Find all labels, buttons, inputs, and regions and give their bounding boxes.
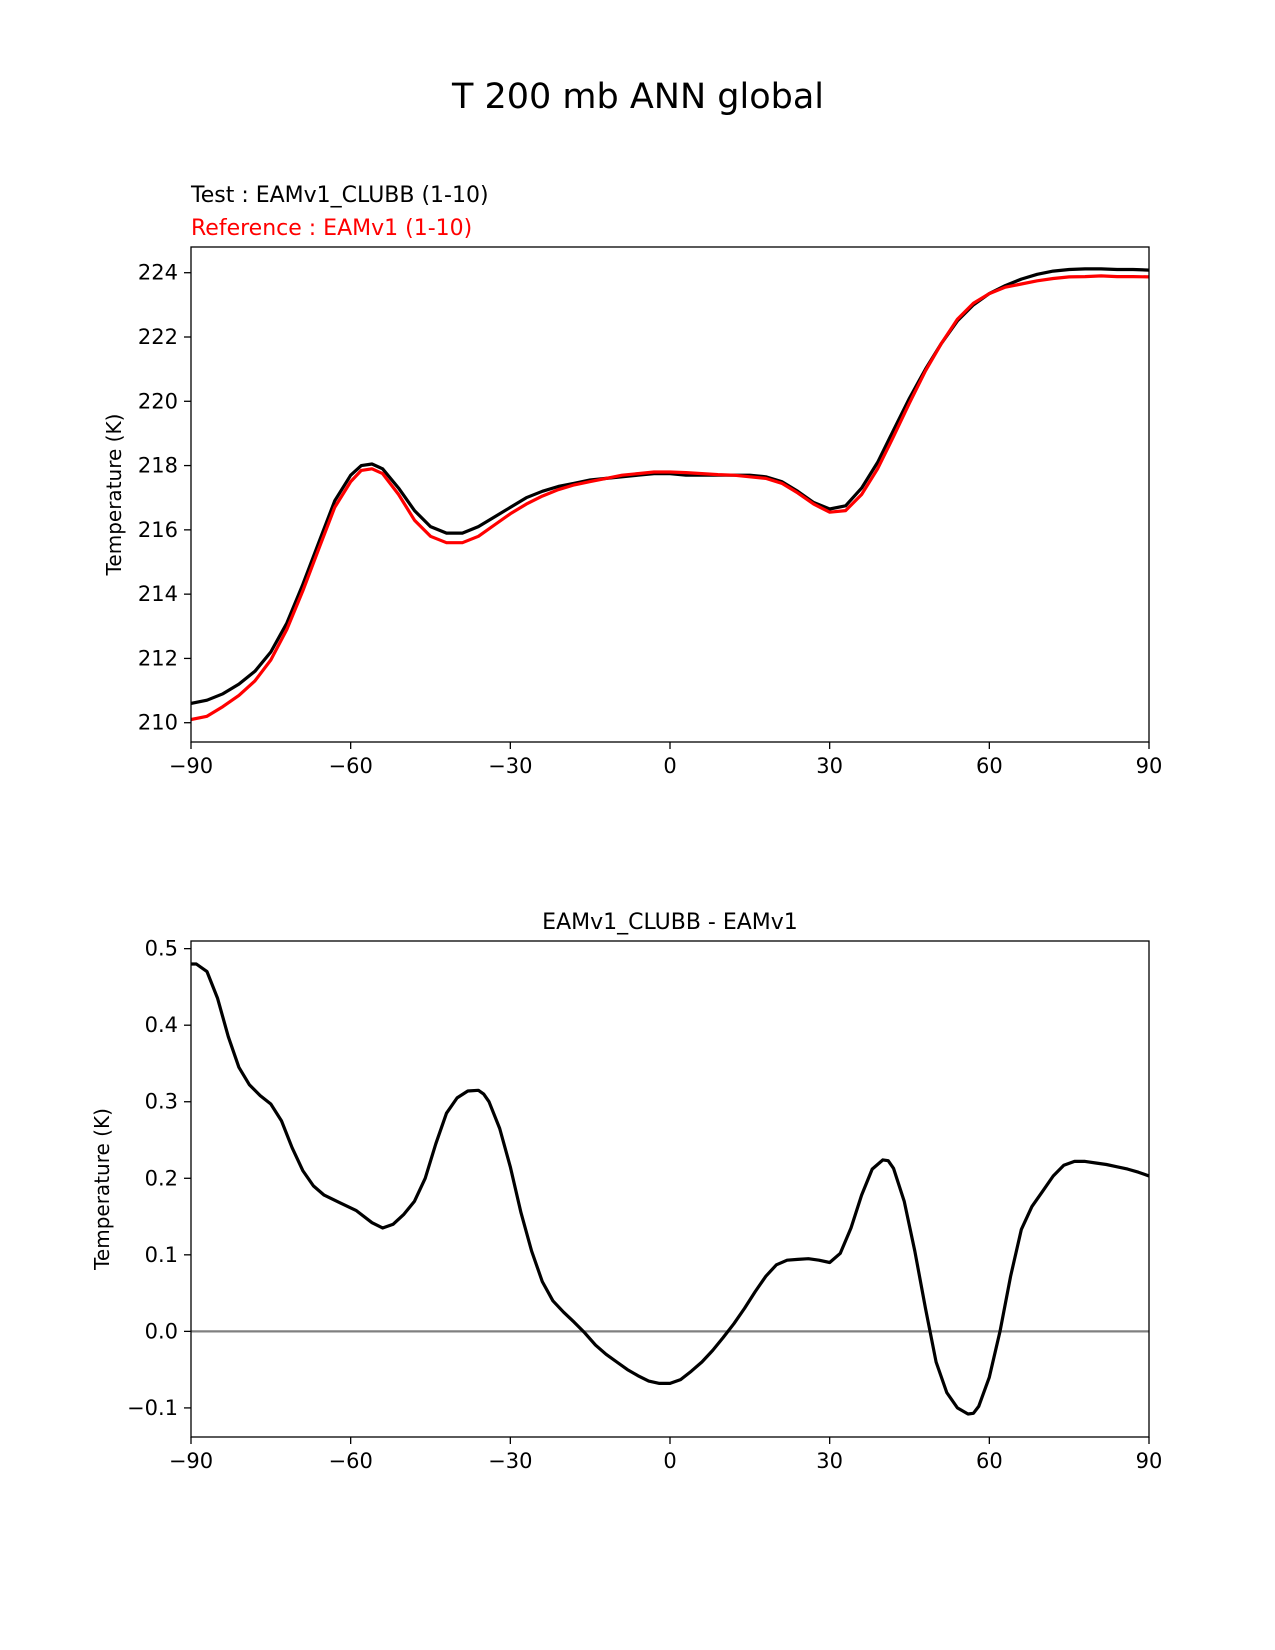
x-tick-label: 90 [1136, 754, 1163, 778]
y-tick-label: 212 [138, 646, 178, 670]
panel-title: EAMv1_CLUBB - EAMv1 [542, 910, 798, 935]
x-tick-label: −30 [488, 754, 532, 778]
y-tick-label: 222 [138, 325, 178, 349]
y-tick-label: 0.5 [145, 937, 178, 961]
series-line-2 [191, 274, 1149, 722]
x-tick-label: 60 [976, 754, 1003, 778]
x-tick-label: 90 [1136, 1449, 1163, 1473]
x-tick-label: 0 [663, 1449, 676, 1473]
top-panel-absolute-temperature: Test : EAMv1_CLUBB (1-10) Reference : EAM… [102, 183, 1162, 778]
title-test: Test : EAMv1_CLUBB (1-10) [190, 183, 489, 208]
axes-frame [190, 940, 1150, 1438]
x-tick-label: −30 [488, 1449, 532, 1473]
x-tick-label: 60 [976, 1449, 1003, 1473]
x-tick-label: −60 [329, 754, 373, 778]
figure-title: T 200 mb ANN global [451, 77, 824, 117]
x-tick-label: 30 [816, 1449, 843, 1473]
bottom-panel-difference: EAMv1_CLUBB - EAMv1 −90 −60 −30 0 30 60 90 −0.1 0… [90, 910, 1162, 1473]
x-tick-label: −90 [169, 1449, 213, 1473]
y-tick-label: 0.2 [145, 1166, 178, 1190]
series-line-1 [191, 962, 1149, 1416]
y-tick-label: 0.4 [145, 1013, 178, 1037]
y-tick-label: 0.1 [145, 1243, 178, 1267]
x-tick-label: −90 [169, 754, 213, 778]
title-reference: Reference : EAMv1 (1-10) [191, 216, 472, 241]
y-tick-label: 0.3 [145, 1090, 178, 1114]
y-tick-label: 210 [138, 711, 178, 735]
y-tick-label: 218 [138, 454, 178, 478]
y-tick-label: 220 [138, 389, 178, 413]
y-tick-label: 224 [138, 261, 178, 285]
y-tick-label: −0.1 [127, 1396, 178, 1420]
series-line-1 [191, 267, 1149, 706]
y-tick-label: 214 [138, 582, 178, 606]
y-tick-label: 0.0 [145, 1319, 178, 1343]
x-tick-label: −60 [329, 1449, 373, 1473]
x-tick-label: 30 [816, 754, 843, 778]
y-axis-label: Temperature (K) [102, 414, 126, 577]
y-axis-label: Temperature (K) [90, 1108, 114, 1271]
x-tick-label: 0 [663, 754, 676, 778]
y-tick-label: 216 [138, 518, 178, 542]
axes-frame [190, 246, 1150, 743]
